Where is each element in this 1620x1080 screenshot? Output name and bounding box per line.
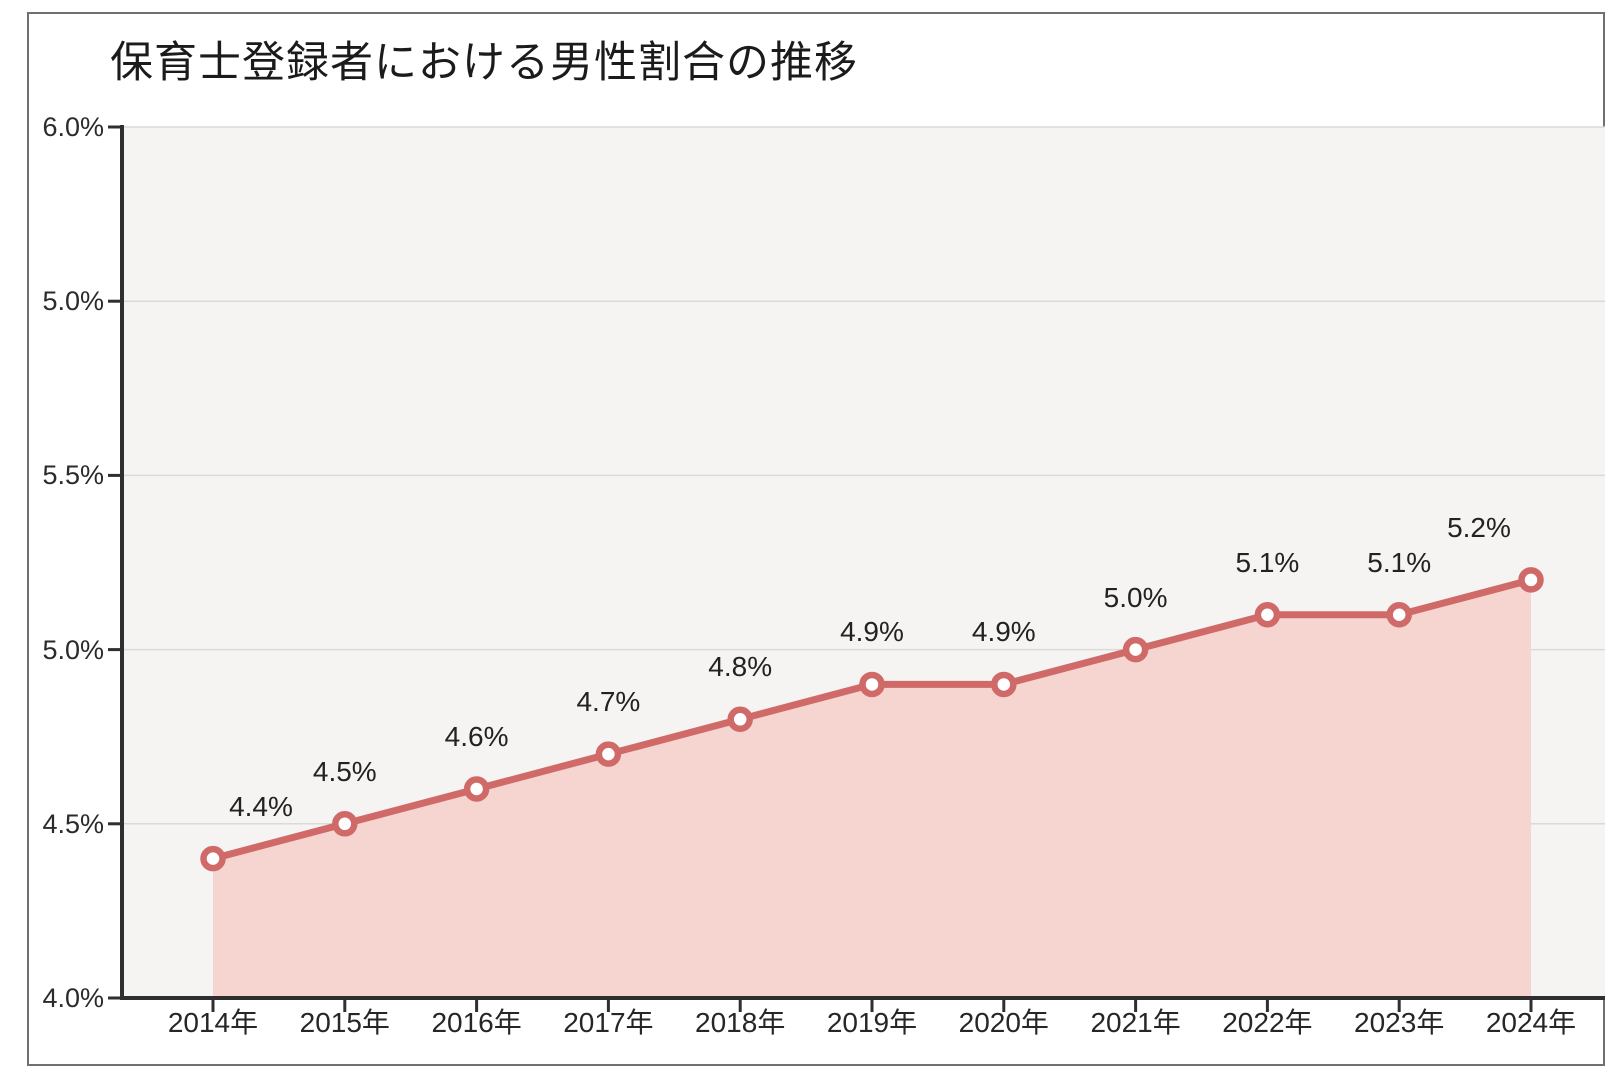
- x-axis-tick-label: 2018年: [695, 1007, 786, 1038]
- data-point-marker: [1254, 602, 1281, 628]
- x-axis-tick-label: 2015年: [299, 1007, 390, 1038]
- x-axis-tick-label: 2016年: [431, 1007, 522, 1038]
- data-point-marker: [859, 671, 885, 698]
- data-point-marker: [991, 671, 1017, 698]
- data-point-label: 4.8%: [708, 651, 773, 683]
- y-axis-tick-label: 5.5%: [42, 460, 104, 491]
- x-axis-tick-label: 2023年: [1354, 1007, 1445, 1038]
- data-point-marker: [200, 845, 226, 872]
- y-axis-tick-label: 5.0%: [42, 634, 104, 665]
- data-point-marker: [727, 706, 753, 733]
- data-point-marker: [1518, 567, 1544, 593]
- data-point-marker: [332, 811, 358, 837]
- series-area-fill: [213, 579, 1531, 998]
- x-axis-tick-label: 2014年: [167, 1007, 259, 1038]
- y-axis-tick-label: 6.0%: [42, 112, 104, 142]
- x-axis-tick-label: 2020年: [958, 1007, 1049, 1038]
- data-point-label: 4.9%: [971, 616, 1036, 648]
- data-point-label: 5.0%: [1103, 581, 1168, 613]
- data-point-label: 4.4%: [229, 790, 293, 822]
- chart-title: 保育士登録者における男性割合の推移: [110, 39, 858, 87]
- data-point-marker: [1122, 636, 1149, 663]
- data-point-label: 4.6%: [444, 720, 509, 752]
- data-point-marker: [463, 776, 490, 802]
- x-axis-tick-label: 2021年: [1090, 1007, 1181, 1038]
- x-axis-tick-label: 2022年: [1222, 1007, 1313, 1038]
- data-point-marker: [1386, 602, 1412, 628]
- data-point-label: 5.1%: [1367, 546, 1432, 578]
- data-point-label: 4.7%: [576, 686, 641, 718]
- y-axis-tick-label: 5.0%: [42, 286, 104, 317]
- data-point-marker: [595, 741, 622, 767]
- y-axis-tick-label: 4.5%: [42, 808, 104, 839]
- x-axis-tick-label: 2019年: [826, 1007, 918, 1038]
- data-point-label: 5.1%: [1235, 546, 1300, 578]
- x-axis-tick-label: 2024年: [1485, 1007, 1577, 1038]
- y-axis-tick-label: 4.0%: [42, 983, 104, 1013]
- data-point-label: 4.9%: [840, 616, 904, 648]
- data-point-label: 4.5%: [312, 755, 377, 787]
- x-axis-tick-label: 2017年: [563, 1007, 654, 1038]
- data-point-label: 5.2%: [1447, 511, 1511, 543]
